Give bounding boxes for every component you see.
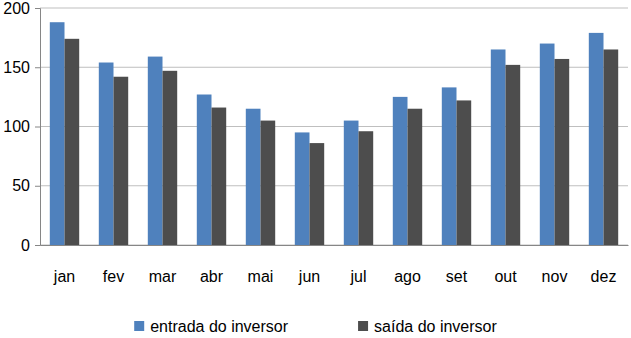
series [65,39,619,245]
bar [261,121,276,245]
x-tick-label: jun [298,268,320,285]
grid-line [40,8,628,9]
y-tick-mark [35,245,40,246]
y-tick-label: 50 [12,177,30,194]
bar [540,44,555,245]
bar [589,33,604,245]
y-tick-label: 0 [21,237,30,254]
x-tick: jan [53,245,75,285]
y-tick: 50 [12,177,40,194]
x-axis-line [41,245,629,246]
bar [555,59,570,245]
bar [99,63,114,245]
y-tick-mark [35,67,40,68]
x-tick-label: dez [591,268,617,285]
bar [491,49,506,245]
y-tick-label: 100 [3,118,30,135]
bar [359,131,374,245]
y-tick-label: 200 [3,0,30,17]
bar [114,77,129,245]
y-tick: 0 [21,237,40,254]
bar [604,49,619,245]
bar [163,71,178,245]
x-tick: fev [103,245,124,285]
x-tick-label: set [446,268,468,285]
x-tick: dez [591,245,617,285]
y-axis: 0 50 100 150 200 [3,0,40,254]
x-tick: nov [542,245,568,285]
series [50,22,604,245]
y-tick: 100 [3,118,40,135]
bar [310,143,325,245]
legend-label: entrada do inversor [150,318,289,335]
legend-item: entrada do inversor [134,318,289,335]
x-tick: mai [248,245,274,285]
chart: 0 50 100 150 200 jan fev mar abr mai jun jul ago set o… [0,0,631,338]
x-tick-label: out [494,268,517,285]
legend: entrada do inversor saída do inversor [134,318,497,335]
x-tick-label: jan [53,268,75,285]
y-tick: 200 [3,0,40,17]
x-tick-label: mar [149,268,177,285]
x-tick: out [494,245,517,285]
x-tick: jun [298,245,320,285]
y-tick-mark [35,186,40,187]
bar [65,39,80,245]
bar [408,109,423,245]
bar [246,109,261,245]
legend-item: saída do inversor [358,318,497,335]
bar [148,57,163,245]
grid [40,8,628,245]
legend-label: saída do inversor [374,318,497,335]
x-tick-label: fev [103,268,124,285]
bar [212,108,227,245]
x-tick: jul [349,245,366,285]
bar [50,22,65,245]
y-tick-label: 150 [3,59,30,76]
legend-swatch [134,321,144,331]
bar [295,132,310,245]
bar [457,100,472,245]
bar [344,121,359,245]
x-axis: jan fev mar abr mai jun jul ago set out nov dez [41,245,629,285]
bar [197,95,212,245]
y-axis-line [35,9,41,246]
plot: 0 50 100 150 200 jan fev mar abr mai jun jul ago set o… [3,0,628,285]
bar [506,65,521,245]
x-tick-label: ago [394,268,421,285]
x-tick: set [446,245,468,285]
x-tick-label: nov [542,268,568,285]
bars [50,22,618,245]
x-tick-label: mai [248,268,274,285]
x-tick: mar [149,245,177,285]
y-tick-mark [35,8,40,9]
x-tick-label: jul [349,268,366,285]
bar [393,97,408,245]
y-tick-mark [35,127,40,128]
x-tick: ago [394,245,421,285]
legend-swatch [358,321,368,331]
x-tick: abr [200,245,224,285]
y-tick: 150 [3,59,40,76]
bar [442,87,457,245]
x-tick-label: abr [200,268,224,285]
